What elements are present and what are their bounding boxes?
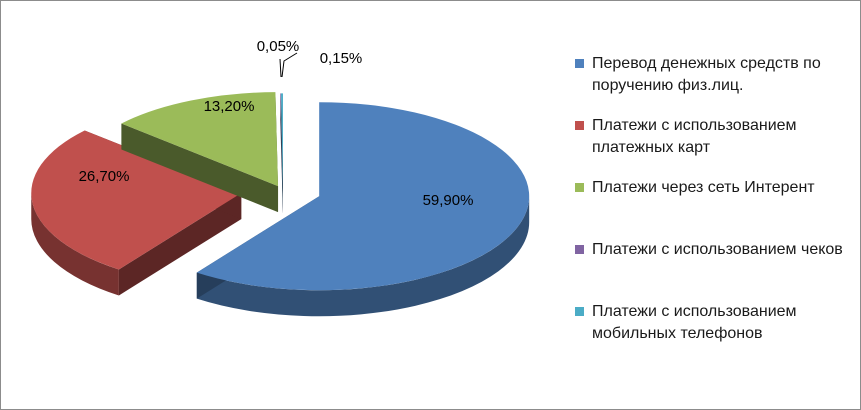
legend-item-cheques: Платежи с использованием чеков [575,239,855,301]
legend-label: Платежи с использованием чеков [592,241,843,258]
legend-item-cards: Платежи с использованием платежных карт [575,115,855,177]
slice-wall [280,93,283,214]
legend-label: Платежи с использованием мобильных телеф… [592,303,797,342]
legend-label: Платежи с использованием платежных карт [592,117,797,156]
slice-mobile [280,93,283,214]
slice-wall [121,123,279,213]
slice-internet [121,92,279,213]
legend-swatch [575,121,584,130]
legend: Перевод денежных средств по поручению фи… [575,53,855,363]
data-labels: 59,90% 26,70% 13,20% 0,05% 0,15% [79,38,474,209]
legend-item-internet: Платежи через сеть Интерент [575,177,855,239]
pie-chart: 59,90% 26,70% 13,20% 0,05% 0,15% [31,38,530,317]
slice-side [31,193,119,296]
pie-slices [31,92,530,317]
data-label-cards: 26,70% [79,168,130,185]
data-label-cheques: 0,05% [257,38,300,55]
slice-top [121,92,279,187]
legend-label: Перевод денежных средств по поручению фи… [592,55,821,94]
leader-lines [279,52,298,78]
slice-wall [118,193,242,296]
slice-wall [280,93,283,214]
slice-cards [31,130,242,296]
legend-swatch [575,307,584,316]
legend-item-mobile: Платежи с использованием мобильных телеф… [575,301,855,363]
slice-transfers [196,102,530,317]
legend-swatch [575,245,584,254]
legend-label: Платежи через сеть Интерент [592,179,815,196]
slice-top [31,130,242,270]
data-label-transfers: 59,90% [423,192,474,209]
leader-line-mobile [281,52,298,78]
slice-top [280,93,283,188]
leader-line-cheques [279,58,282,78]
data-label-mobile: 0,15% [320,50,363,67]
legend-swatch [575,183,584,192]
slice-top [196,102,530,291]
data-label-internet: 13,20% [204,98,255,115]
legend-item-transfers: Перевод денежных средств по поручению фи… [575,53,855,115]
slice-side [196,196,530,317]
legend-swatch [575,59,584,68]
